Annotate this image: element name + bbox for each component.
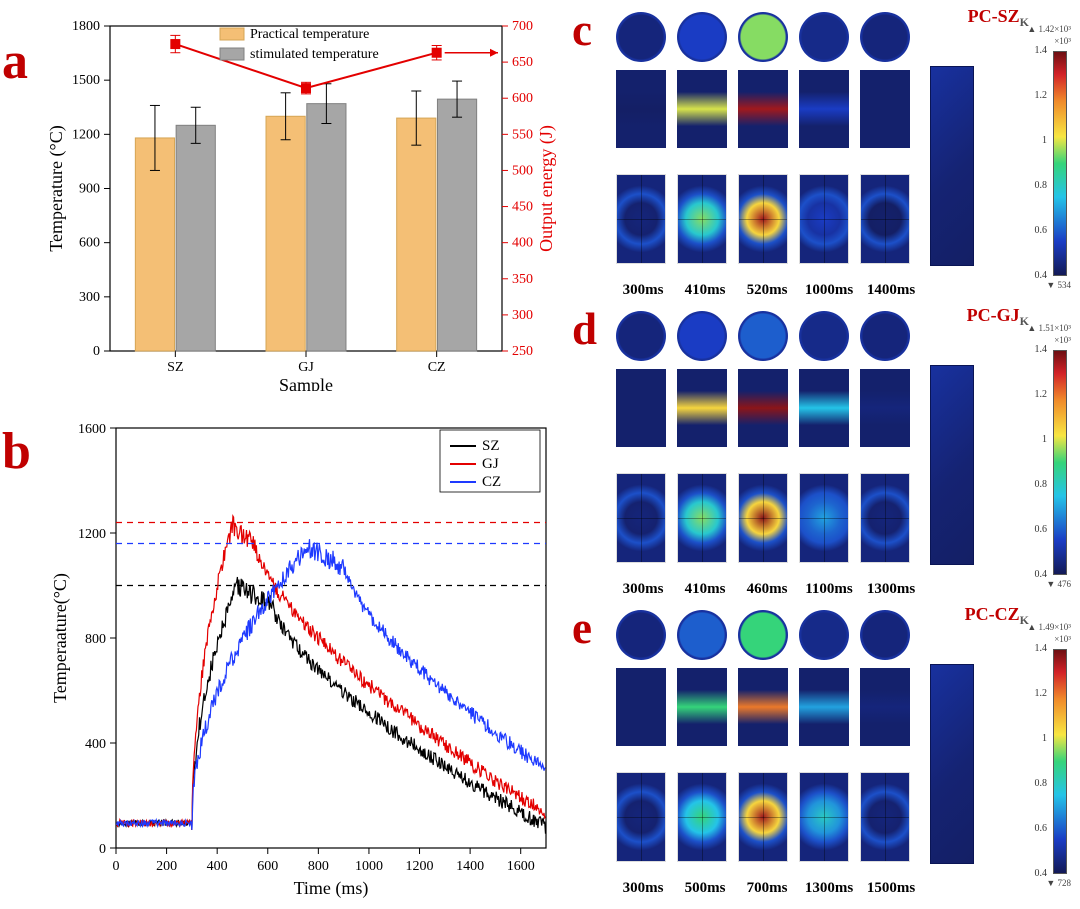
svg-text:CZ: CZ	[482, 474, 501, 490]
svg-text:1600: 1600	[507, 859, 535, 874]
svg-text:250: 250	[512, 344, 533, 359]
time-label: 300ms	[612, 581, 674, 598]
letter-c: c	[572, 4, 592, 56]
letter-a: a	[2, 32, 28, 91]
svg-text:400: 400	[207, 859, 228, 874]
time-label: 410ms	[674, 581, 736, 598]
svg-text:650: 650	[512, 55, 533, 70]
svg-text:stimulated temperature: stimulated temperature	[250, 47, 379, 62]
svg-text:Temperature (°C): Temperature (°C)	[46, 125, 67, 251]
svg-text:0: 0	[93, 344, 100, 359]
svg-text:GJ: GJ	[298, 360, 314, 375]
time-label: 520ms	[736, 282, 798, 299]
time-label: 460ms	[736, 581, 798, 598]
svg-text:Output energy (J): Output energy (J)	[536, 125, 557, 252]
svg-text:300: 300	[79, 290, 100, 305]
svg-text:300: 300	[512, 308, 533, 323]
svg-text:1200: 1200	[78, 527, 106, 542]
svg-text:GJ: GJ	[482, 456, 499, 472]
svg-text:CZ: CZ	[428, 360, 446, 375]
svg-text:400: 400	[85, 737, 106, 752]
time-label: 410ms	[674, 282, 736, 299]
letter-d: d	[572, 303, 597, 355]
svg-text:0: 0	[99, 842, 106, 857]
time-label: 1000ms	[798, 282, 860, 299]
svg-text:700: 700	[512, 19, 533, 34]
time-label: 1300ms	[860, 581, 922, 598]
time-label: 1500ms	[860, 880, 922, 897]
panel-b-linechart: 0 200 400 600 800 1000 1200 1400 1600 0 400 800 1200…	[46, 410, 566, 900]
svg-text:800: 800	[308, 859, 329, 874]
sim-label-e: PC-CZK	[965, 604, 1029, 625]
svg-text:450: 450	[512, 200, 533, 215]
time-label: 1300ms	[798, 880, 860, 897]
svg-text:600: 600	[257, 859, 278, 874]
svg-text:350: 350	[512, 272, 533, 287]
time-label: 1400ms	[860, 282, 922, 299]
svg-text:1200: 1200	[406, 859, 434, 874]
panel-a-barchart: 0 300 600 900 1200 1500 1800 250 300 350 400 450 500…	[46, 6, 566, 391]
colorbar	[1053, 350, 1067, 575]
svg-text:1600: 1600	[78, 422, 106, 437]
panel-d-sim: dPC-GJK300ms410ms460ms1100ms1300ms1.41.2…	[598, 305, 1073, 600]
svg-text:Sample: Sample	[279, 375, 333, 391]
time-label: 500ms	[674, 880, 736, 897]
colorbar	[1053, 51, 1067, 276]
letter-b: b	[2, 422, 31, 481]
svg-text:600: 600	[512, 91, 533, 106]
panel-c-sim: cPC-SZK300ms410ms520ms1000ms1400ms1.41.2…	[598, 6, 1073, 301]
svg-text:Temperaature(°C): Temperaature(°C)	[50, 573, 71, 703]
svg-text:0: 0	[113, 859, 120, 874]
svg-text:SZ: SZ	[167, 360, 183, 375]
time-label: 300ms	[612, 880, 674, 897]
svg-text:500: 500	[512, 163, 533, 178]
time-label: 1100ms	[798, 581, 860, 598]
svg-text:Practical temperature: Practical temperature	[250, 27, 369, 42]
svg-text:800: 800	[85, 632, 106, 647]
sim-label-d: PC-GJK	[967, 305, 1029, 326]
sim-label-c: PC-SZK	[968, 6, 1029, 27]
svg-text:900: 900	[79, 182, 100, 197]
letter-e: e	[572, 602, 592, 654]
svg-text:1200: 1200	[72, 127, 100, 142]
svg-text:200: 200	[156, 859, 177, 874]
svg-text:1000: 1000	[355, 859, 383, 874]
svg-text:1400: 1400	[456, 859, 484, 874]
panel-e-sim: ePC-CZK300ms500ms700ms1300ms1500ms1.41.2…	[598, 604, 1073, 899]
svg-text:Time (ms): Time (ms)	[294, 878, 369, 899]
svg-text:1500: 1500	[72, 73, 100, 88]
svg-text:SZ: SZ	[482, 438, 500, 454]
svg-text:1800: 1800	[72, 19, 100, 34]
svg-text:550: 550	[512, 127, 533, 142]
time-label: 300ms	[612, 282, 674, 299]
svg-text:400: 400	[512, 236, 533, 251]
svg-text:600: 600	[79, 236, 100, 251]
time-label: 700ms	[736, 880, 798, 897]
colorbar	[1053, 649, 1067, 874]
